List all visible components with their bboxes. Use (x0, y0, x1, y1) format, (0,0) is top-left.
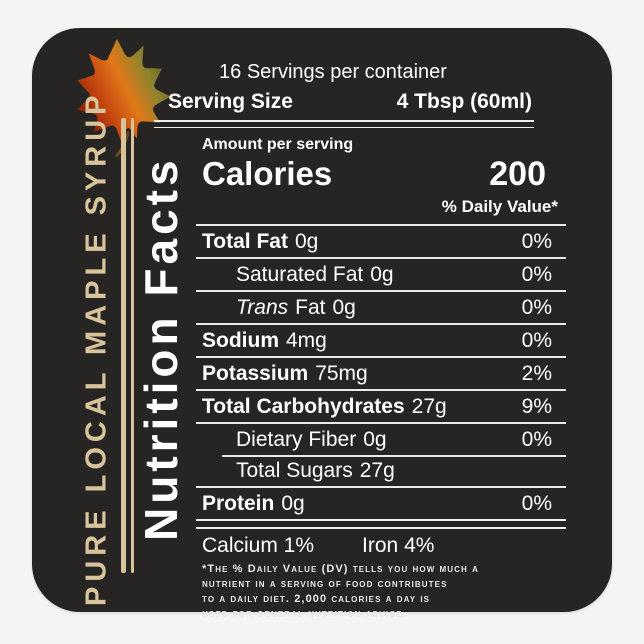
calories-value: 200 (489, 155, 546, 193)
serving-size-value: 4 Tbsp (60ml) (396, 90, 532, 113)
serving-size-label: Serving Size (168, 90, 293, 113)
table-row-total-fat: Total Fat 0g 0% (196, 224, 566, 257)
minerals-divider (196, 519, 566, 529)
side-brand-text: PURE LOCAL MAPLE SYRUP (80, 90, 113, 606)
table-row-sodium: Sodium 4mg 0% (196, 323, 566, 356)
nutrient-name: Saturated Fat (236, 262, 364, 286)
table-row-trans-fat: Trans Fat 0g 0% (196, 290, 566, 323)
nutrient-amount: 75mg (315, 361, 368, 385)
nutrient-name: Total Fat (202, 229, 288, 253)
nutrient-amount: 0g (363, 427, 387, 451)
table-row-total-sugars: Total Sugars 27g (196, 455, 566, 486)
nutrient-amount: 27g (359, 458, 395, 482)
iron-value: Iron 4% (362, 534, 435, 557)
footnote-line: *The % Daily Value (DV) tells you how mu… (202, 563, 479, 575)
table-row-protein: Protein 0g 0% (196, 486, 566, 519)
nutrient-name: Dietary Fiber (236, 427, 357, 451)
nutrient-dv: 0% (521, 262, 552, 286)
amount-per-serving-label: Amount per serving (202, 136, 354, 153)
nutrient-dv: 0% (521, 427, 552, 451)
nutrient-name: Total Sugars (236, 458, 353, 482)
nutrient-name: Total Carbohydrates (202, 394, 405, 418)
nutrient-amount: 27g (411, 394, 447, 418)
calcium-value: Calcium 1% (202, 534, 315, 557)
maple-syrup-label-sticker: PURE LOCAL MAPLE SYRUP Nutrition Facts 1… (32, 28, 612, 620)
daily-value-header: % Daily Value* (441, 197, 558, 216)
servings-per-container: 16 Servings per container (219, 61, 447, 83)
table-row-total-carbohydrates: Total Carbohydrates 27g 9% (196, 389, 566, 422)
footnote-line: to a daily diet. 2,000 calories a day is (202, 593, 431, 605)
footnote-line: nutrient in a serving of food contribute… (202, 578, 448, 590)
daily-value-footnote: *The % Daily Value (DV) tells you how mu… (196, 562, 566, 622)
nutrient-name-suffix: Fat (295, 295, 326, 319)
nutrient-dv: 9% (521, 394, 552, 418)
calories-label: Calories (202, 155, 333, 192)
nutrition-panel: 16 Servings per container Serving Size 4… (154, 60, 566, 622)
brand-divider-thick (121, 118, 126, 573)
calories-row: Calories 200 (196, 155, 566, 194)
serving-size-row: Serving Size 4 Tbsp (60ml) (168, 89, 532, 115)
nutrient-name-italic: Trans (236, 295, 289, 319)
nutrient-amount: 4mg (286, 328, 327, 352)
table-row-dietary-fiber: Dietary Fiber 0g 0% (196, 422, 566, 455)
nutrient-amount: 0g (281, 491, 305, 515)
nutrient-dv: 0% (521, 328, 552, 352)
nutrient-amount: 0g (370, 262, 394, 286)
nutrient-name: Potassium (202, 361, 309, 385)
nutrient-amount: 0g (332, 295, 356, 319)
serving-size-divider (154, 120, 534, 128)
footnote-line: used for general nutrition advice. (202, 608, 407, 620)
nutrient-dv: 0% (521, 491, 552, 515)
nutrient-dv: 2% (521, 361, 552, 385)
minerals-row: Calcium 1% Iron 4% (196, 531, 566, 561)
nutrient-dv: 0% (521, 295, 552, 319)
nutrition-table: Amount per serving Calories 200 % Daily … (196, 135, 566, 622)
nutrient-amount: 0g (294, 229, 319, 253)
nutrient-dv: 0% (521, 229, 552, 253)
nutrient-name: Protein (202, 491, 275, 515)
nutrient-name: Sodium (202, 328, 279, 352)
brand-divider-thin (131, 118, 134, 573)
table-row-saturated-fat: Saturated Fat 0g 0% (196, 257, 566, 290)
table-row-potassium: Potassium 75mg 2% (196, 356, 566, 389)
